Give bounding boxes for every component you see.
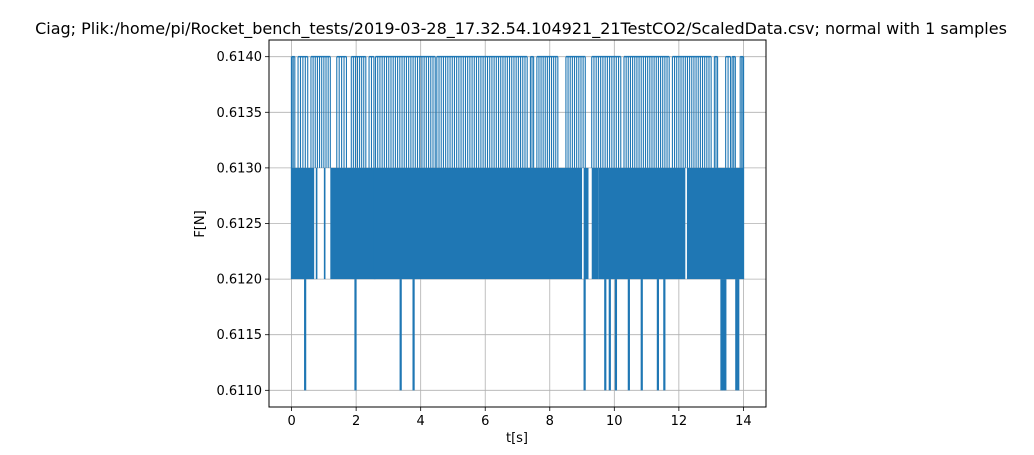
y-tick-label: 0.6130 <box>217 161 263 176</box>
series-line <box>290 55 745 391</box>
x-tick-label: 0 <box>287 414 295 429</box>
plot-area <box>268 39 767 408</box>
x-tick-label: 12 <box>671 414 688 429</box>
x-tick-label: 2 <box>352 414 360 429</box>
series-band <box>315 167 318 280</box>
x-axis-label: t[s] <box>506 431 528 446</box>
y-axis: 0.6110 0.6115 0.6120 0.6125 0.6130 0.6135 0.61… <box>217 50 269 399</box>
y-tick-label: 0.6110 <box>217 384 263 399</box>
x-tick-label: 14 <box>735 414 752 429</box>
series-band <box>340 167 376 280</box>
y-tick-label: 0.6140 <box>217 50 263 65</box>
x-tick-label: 8 <box>546 414 554 429</box>
x-axis: 0 2 4 6 8 10 12 14 <box>287 407 752 429</box>
x-tick-label: 6 <box>481 414 489 429</box>
x-tick-label: 4 <box>417 414 425 429</box>
series-band <box>686 167 744 280</box>
y-tick-label: 0.6135 <box>217 106 263 121</box>
y-tick-label: 0.6120 <box>217 273 263 288</box>
series-band <box>323 167 326 280</box>
y-axis-label: F[N] <box>193 210 208 237</box>
series-band <box>591 167 599 280</box>
series-band <box>291 167 315 280</box>
y-tick-label: 0.6125 <box>217 217 263 232</box>
series-band <box>373 167 583 280</box>
chart-title: Ciag; Plik:/home/pi/Rocket_bench_tests/2… <box>35 19 1007 39</box>
y-tick-label: 0.6115 <box>217 328 263 343</box>
series-band <box>598 167 686 280</box>
x-tick-label: 10 <box>606 414 623 429</box>
series-group <box>290 55 745 391</box>
series-band <box>583 167 589 280</box>
series-band <box>330 167 340 280</box>
